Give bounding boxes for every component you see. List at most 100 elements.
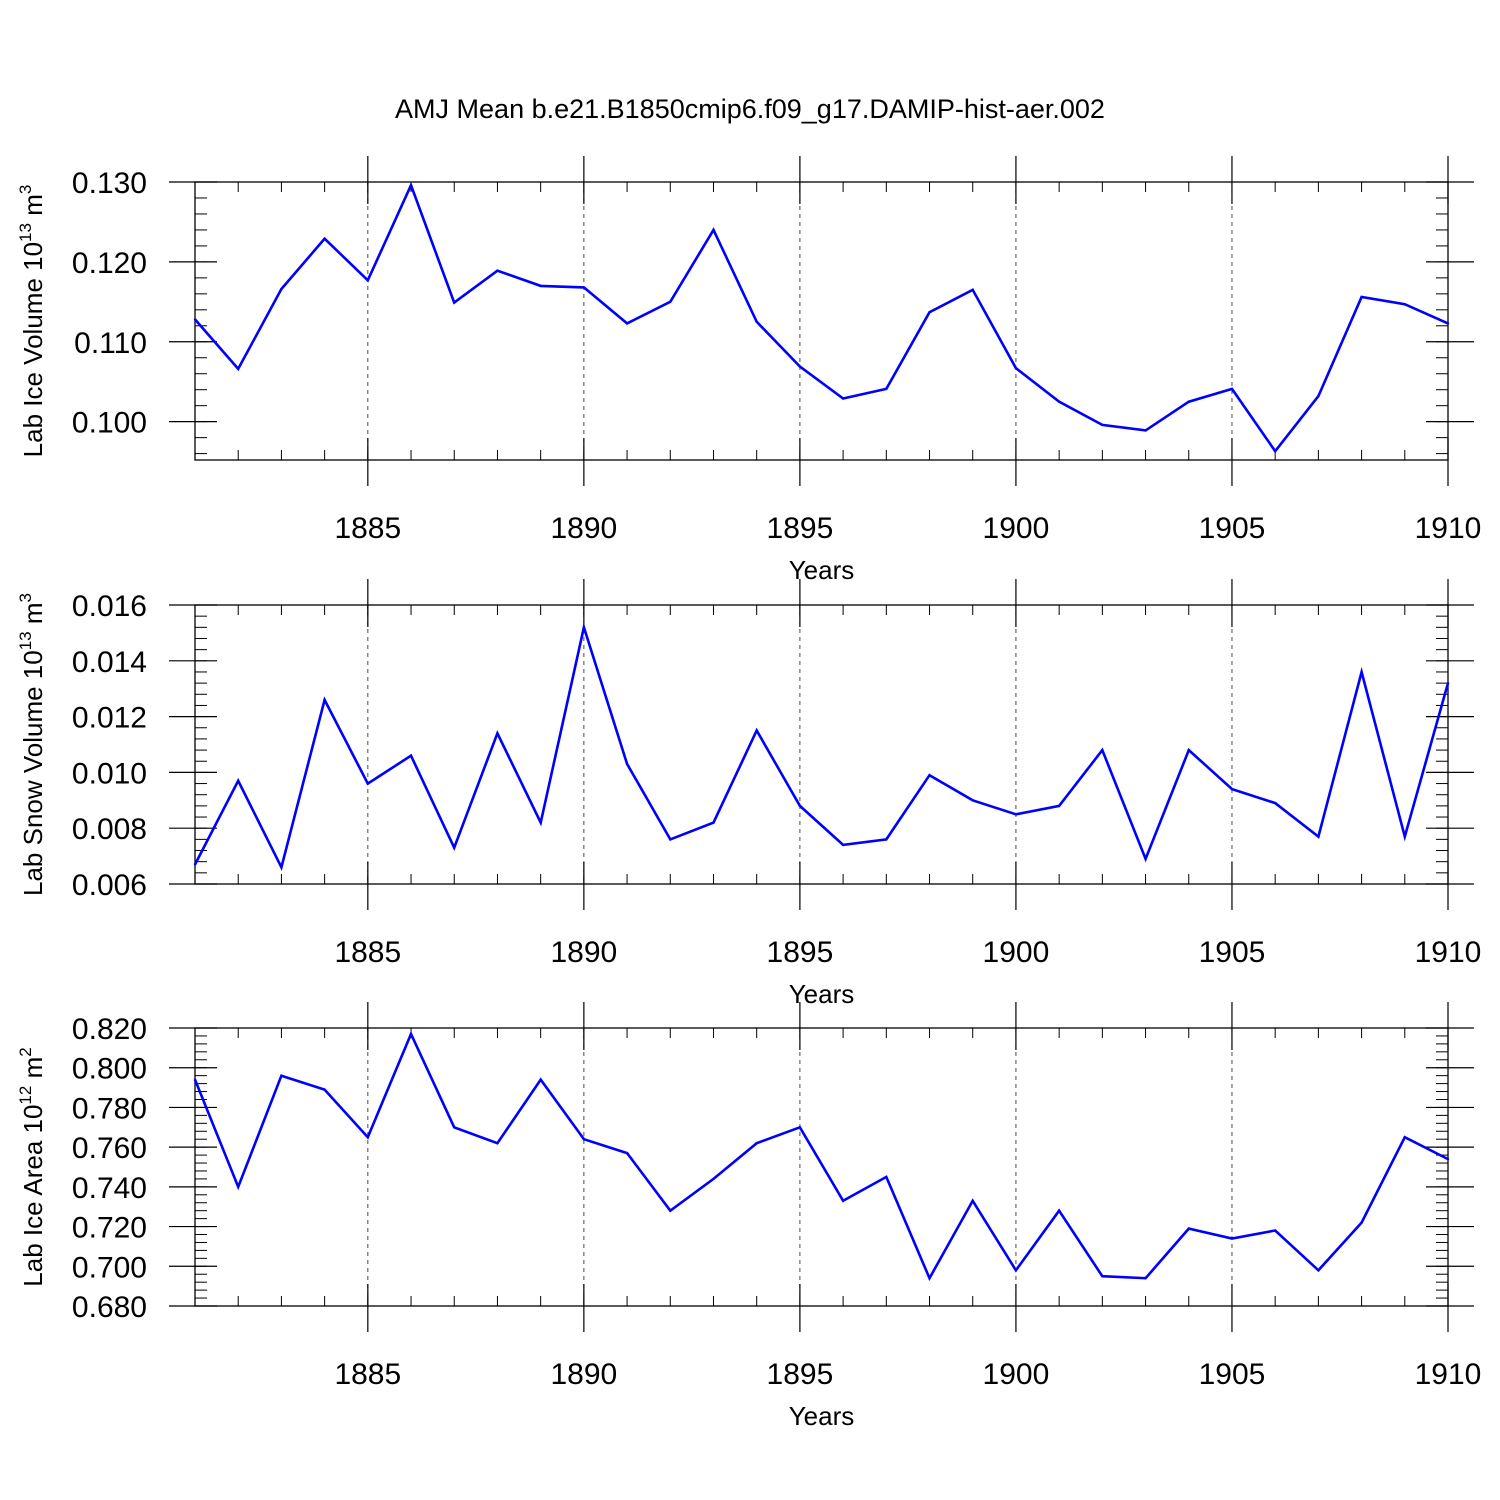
data-point — [1144, 1277, 1147, 1280]
x-tick-label: 1910 — [1415, 936, 1482, 969]
data-point — [1446, 322, 1450, 325]
data-point — [323, 698, 326, 702]
x-tick-label: 1885 — [334, 1358, 401, 1391]
data-point — [885, 1175, 888, 1179]
y-tick-label: 0.120 — [72, 247, 147, 280]
data-point — [453, 846, 456, 849]
x-tick-label: 1890 — [550, 1358, 617, 1391]
data-point — [1403, 1136, 1406, 1139]
data-point — [582, 286, 586, 289]
data-point — [971, 288, 974, 292]
data-point — [1403, 303, 1406, 306]
data-point — [1014, 366, 1018, 370]
data-point — [971, 799, 974, 802]
data-point — [798, 365, 802, 368]
y-tick-label: 0.720 — [72, 1212, 147, 1245]
data-point — [1057, 804, 1061, 808]
data-point — [1014, 813, 1018, 816]
x-tick-label: 1905 — [1199, 1358, 1266, 1391]
plot-frame — [194, 181, 1449, 461]
data-point — [496, 1141, 499, 1145]
figure-title: AMJ Mean b.e21.B1850cmip6.f09_g17.DAMIP-… — [395, 94, 1105, 124]
x-tick-label: 1885 — [334, 936, 401, 969]
y-tick-label: 0.760 — [72, 1132, 147, 1165]
data-point — [366, 279, 370, 282]
x-tick-label: 1905 — [1199, 512, 1266, 545]
data-point — [539, 1078, 542, 1081]
y-tick-label: 0.820 — [72, 1013, 147, 1046]
x-tick-label: 1890 — [550, 512, 617, 545]
data-point — [409, 754, 413, 757]
x-tick-label: 1895 — [767, 1358, 834, 1391]
data-point — [625, 1151, 629, 1155]
data-point — [669, 1209, 672, 1212]
y-tick-label: 0.006 — [72, 869, 147, 902]
data-point — [366, 1136, 370, 1139]
data-point — [841, 1199, 845, 1202]
x-tick-label: 1910 — [1415, 1358, 1482, 1391]
data-point — [237, 1185, 240, 1189]
series-line — [193, 622, 1450, 871]
data-point — [409, 183, 413, 187]
data-point — [841, 843, 845, 847]
x-axis-label: Years — [789, 1401, 855, 1431]
y-tick-label: 0.700 — [72, 1251, 147, 1284]
plot-frame — [194, 1027, 1449, 1307]
x-tick-label: 1890 — [550, 936, 617, 969]
data-point — [1230, 1237, 1234, 1240]
data-point — [1360, 1221, 1363, 1224]
data-point — [1101, 1275, 1104, 1278]
y-axis-label: Lab Snow Volume 1013 m3 — [16, 593, 48, 896]
data-point — [755, 729, 758, 732]
data-point — [1101, 423, 1104, 427]
x-tick-label: 1895 — [767, 512, 834, 545]
panels: 0.100 0.110 0.120 0.130 1885 1890 1895 1900 1905… — [16, 156, 1481, 1431]
x-tick-label: 1910 — [1415, 512, 1482, 545]
x-tick-label: 1900 — [983, 936, 1050, 969]
y-tick-label: 0.740 — [72, 1172, 147, 1205]
data-point — [1187, 748, 1190, 752]
data-point — [625, 322, 629, 325]
y-axis-label: Lab Ice Volume 1013 m3 — [16, 185, 48, 458]
data-point — [237, 779, 240, 782]
panel-ice-area: 0.680 0.700 0.720 0.740 0.760 0.780 0.800 0.820… — [16, 1002, 1481, 1431]
data-point — [1317, 1269, 1320, 1272]
data-point — [539, 284, 542, 288]
data-point — [1144, 857, 1147, 861]
data-point — [885, 387, 888, 391]
x-tick-label: 1885 — [334, 512, 401, 545]
data-point — [712, 1177, 715, 1181]
data-point — [1273, 801, 1277, 805]
data-point — [841, 397, 845, 400]
series-line — [193, 1030, 1449, 1282]
x-axis-label: Years — [789, 979, 855, 1009]
x-tick-label: 1900 — [983, 1358, 1050, 1391]
data-point — [1230, 787, 1234, 791]
data-point — [1317, 835, 1320, 838]
y-tick-label: 0.780 — [72, 1092, 147, 1125]
data-point — [366, 782, 370, 785]
data-point — [1187, 1227, 1190, 1230]
data-point — [280, 866, 283, 869]
plot-frame — [194, 604, 1449, 885]
data-point — [798, 804, 802, 808]
data-point — [323, 1088, 326, 1091]
data-point — [625, 762, 629, 766]
x-tick-label: 1905 — [1199, 936, 1266, 969]
data-point — [496, 269, 499, 272]
data-point — [1101, 748, 1104, 752]
data-point — [712, 228, 715, 232]
data-point — [1317, 394, 1320, 398]
data-point — [280, 1074, 283, 1077]
data-point — [1057, 400, 1061, 403]
data-point — [237, 367, 240, 371]
data-point — [582, 1138, 586, 1141]
y-tick-label: 0.680 — [72, 1291, 147, 1324]
x-axis-label: Years — [789, 555, 855, 585]
data-point — [712, 821, 715, 824]
data-point — [1187, 400, 1190, 403]
y-tick-label: 0.100 — [72, 407, 147, 440]
data-point — [280, 287, 283, 291]
y-tick-label: 0.130 — [72, 167, 147, 200]
